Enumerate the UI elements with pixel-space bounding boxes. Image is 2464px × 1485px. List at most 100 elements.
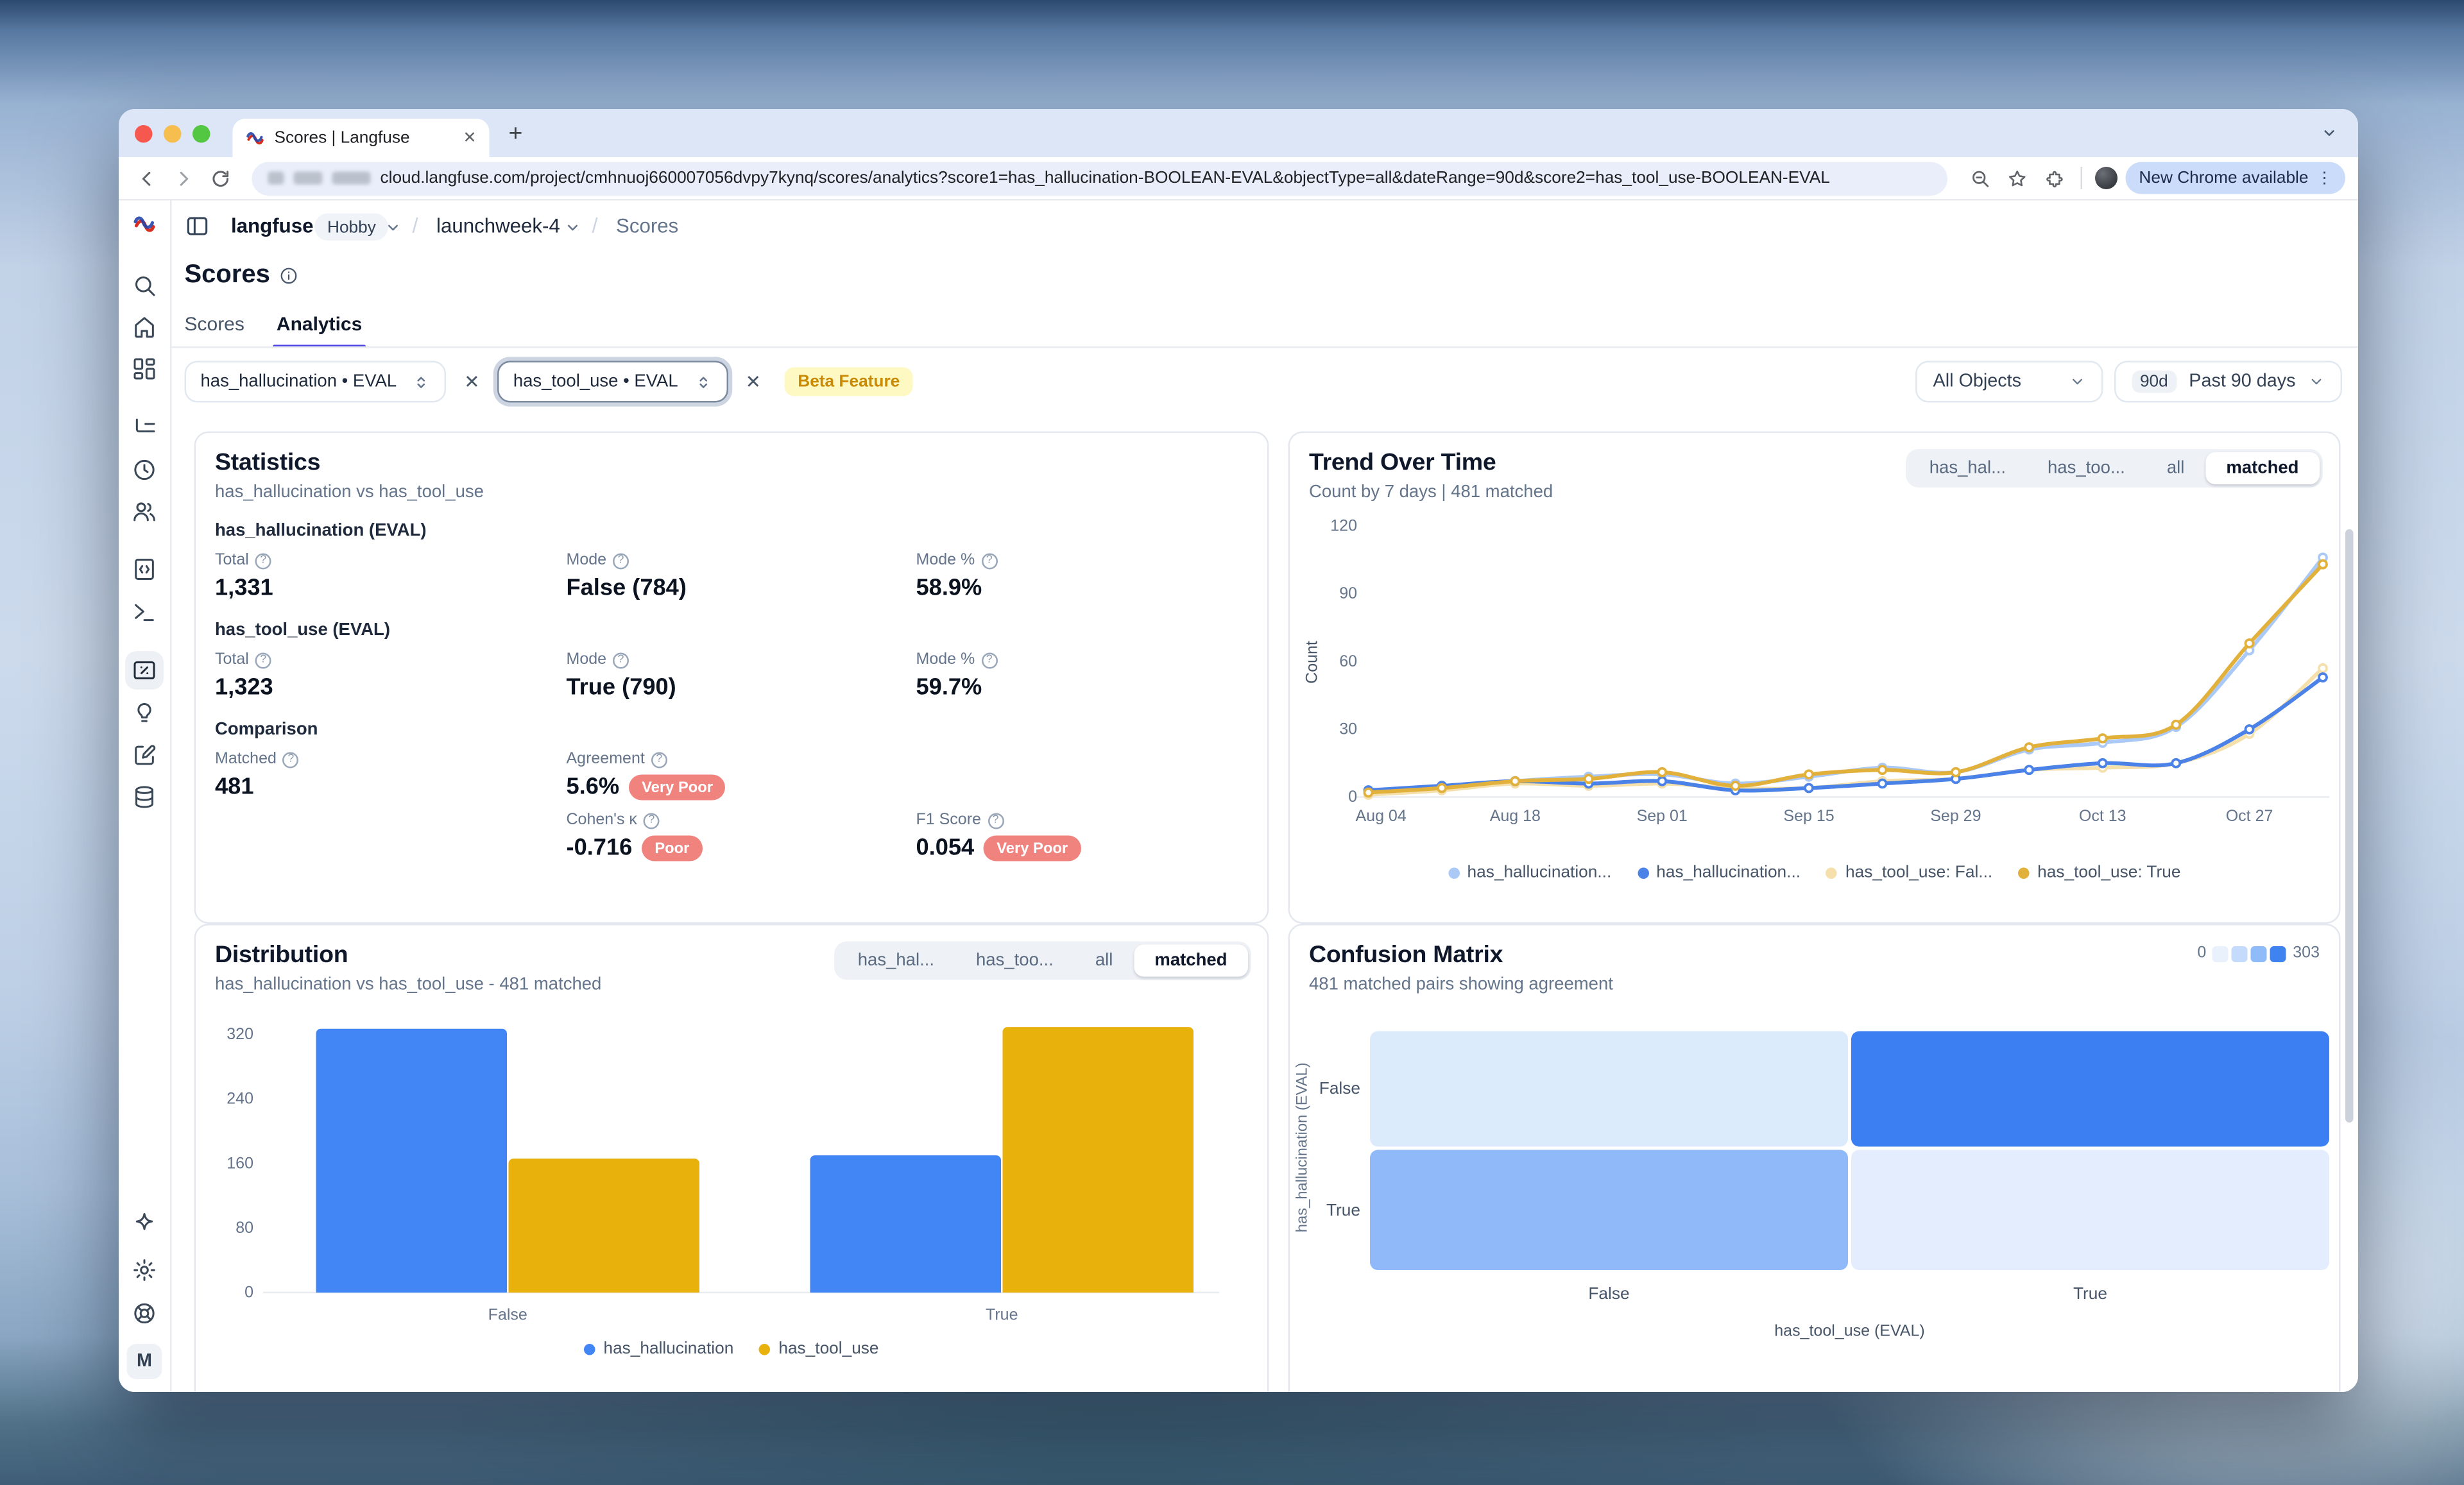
project-name[interactable]: launchweek-4: [436, 215, 560, 237]
help-icon[interactable]: ?: [255, 552, 271, 569]
metric-value-text: 59.7%: [916, 675, 982, 701]
browser-profile-avatar[interactable]: [2095, 167, 2118, 189]
sidebar-item-dashboards[interactable]: [132, 356, 157, 382]
tab-has-hal-[interactable]: has_hal...: [1929, 459, 2006, 478]
dashboards-icon: [133, 358, 155, 380]
browser-tab[interactable]: Scores | Langfuse ✕: [232, 119, 490, 157]
remove-score2-icon[interactable]: ✕: [745, 373, 761, 393]
url-bar[interactable]: cloud.langfuse.com/project/cmhnuoj660007…: [252, 161, 1948, 195]
user-avatar[interactable]: M: [126, 1344, 162, 1379]
tab-analytics[interactable]: Analytics: [273, 313, 366, 348]
legend-item[interactable]: has_tool_use: Fal...: [1826, 863, 1992, 882]
zoom-page-icon[interactable]: [1965, 164, 1994, 192]
legend-item[interactable]: has_hallucination: [584, 1339, 733, 1359]
sidebar-item-home[interactable]: [132, 314, 157, 340]
confusion-cell-true-false[interactable]: [1370, 1150, 1848, 1270]
help-icon[interactable]: ?: [255, 652, 271, 668]
sidebar-toggle-icon[interactable]: [185, 214, 210, 239]
sidebar-item-sessions[interactable]: [132, 457, 157, 483]
trend-line-chart: 0 30 60 90 120 Aug 04 Aug 18 Sep 01 Sep 15 Sep 29…: [1303, 517, 2329, 825]
scale-max: 303: [2293, 944, 2320, 963]
help-icon[interactable]: ?: [282, 751, 299, 768]
tab-title: Scores | Langfuse: [274, 128, 410, 148]
metric-label-text: Mode: [566, 651, 607, 669]
date-range-select[interactable]: 90d Past 90 days: [2114, 361, 2342, 403]
statistics-card: Statistics has_hallucination vs has_tool…: [194, 431, 1269, 924]
org-name[interactable]: langfuse: [231, 215, 314, 237]
tab-all[interactable]: all: [2166, 459, 2185, 478]
tab-matched[interactable]: matched: [2205, 452, 2320, 484]
forward-icon[interactable]: [169, 164, 198, 192]
help-icon[interactable]: ?: [651, 751, 667, 768]
page-scrollbar[interactable]: [2345, 529, 2354, 1123]
svg-text:Sep 29: Sep 29: [1930, 807, 1981, 825]
metric-label: Total?: [215, 651, 567, 669]
info-icon[interactable]: [280, 266, 299, 285]
confusion-cell-true-true[interactable]: [1851, 1150, 2329, 1270]
sidebar-item-upgrade[interactable]: [132, 1211, 157, 1237]
help-icon[interactable]: ?: [987, 812, 1004, 829]
tab-matched[interactable]: matched: [1133, 944, 1248, 977]
help-icon[interactable]: ?: [613, 552, 629, 569]
score2-select[interactable]: has_tool_use • EVAL: [497, 361, 728, 403]
back-icon[interactable]: [132, 164, 160, 192]
help-icon[interactable]: ?: [981, 652, 998, 668]
remove-score1-icon[interactable]: ✕: [464, 373, 480, 393]
langfuse-app: M langfuse Hobby / launchweek-4 / Scores…: [119, 200, 2358, 1392]
sidebar-item-prompts[interactable]: [132, 557, 157, 582]
prompts-icon: [135, 559, 154, 580]
tab-close-icon[interactable]: ✕: [463, 129, 477, 147]
redacted-site-info: [332, 171, 371, 185]
tab-has-too-[interactable]: has_too...: [976, 951, 1054, 971]
sidebar-item-support[interactable]: [132, 1301, 157, 1327]
browser-tab-strip: Scores | Langfuse ✕ +: [119, 109, 2358, 157]
tab-scores[interactable]: Scores: [184, 312, 244, 335]
sidebar-item-playground[interactable]: [132, 600, 157, 625]
sidebar-item-settings[interactable]: [132, 1257, 157, 1283]
legend-item[interactable]: has_tool_use: True: [2018, 863, 2180, 882]
confusion-cell-false-false[interactable]: [1370, 1031, 1848, 1147]
object-type-select[interactable]: All Objects: [1915, 361, 2103, 403]
scale-swatches: [2212, 945, 2287, 962]
help-icon[interactable]: ?: [613, 652, 629, 668]
tab-has-too-[interactable]: has_too...: [2048, 459, 2125, 478]
sidebar-item-tracing[interactable]: [132, 416, 157, 441]
chrome-update-pill[interactable]: New Chrome available ⋮: [2126, 162, 2345, 194]
org-switcher-chevron-icon[interactable]: [385, 220, 401, 236]
legend-item[interactable]: has_tool_use: [759, 1339, 879, 1359]
new-tab-button[interactable]: +: [508, 119, 523, 147]
metric-label: Mode %?: [916, 651, 1249, 669]
close-window-button[interactable]: [135, 124, 153, 142]
fullscreen-window-button[interactable]: [193, 124, 210, 142]
sidebar-item-scores[interactable]: [125, 651, 164, 690]
plan-badge[interactable]: Hobby: [314, 213, 389, 241]
legend-item[interactable]: has_hallucination...: [1637, 863, 1801, 882]
help-icon[interactable]: ?: [643, 812, 660, 829]
metric-value-text: 0.054: [916, 835, 975, 861]
svg-text:90: 90: [1339, 584, 1357, 602]
tab-search-chevron-icon[interactable]: [2316, 121, 2342, 146]
metric-label: Agreement?: [567, 751, 916, 768]
tab-has-hal-[interactable]: has_hal...: [857, 951, 935, 971]
score1-select[interactable]: has_hallucination • EVAL: [184, 361, 447, 403]
sidebar-item-evaluation[interactable]: [132, 699, 157, 725]
tab-all[interactable]: all: [1095, 951, 1113, 971]
scale-swatch: [2251, 945, 2268, 962]
legend-item[interactable]: has_hallucination...: [1448, 863, 1611, 882]
sidebar-item-annotation[interactable]: [132, 743, 157, 768]
sidebar-item-datasets[interactable]: [132, 785, 157, 810]
help-icon[interactable]: ?: [981, 552, 998, 569]
kebab-menu-icon[interactable]: ⋮: [2316, 169, 2332, 187]
sidebar-item-users[interactable]: [132, 499, 157, 525]
extensions-icon[interactable]: [2039, 164, 2068, 192]
sidebar-item-search[interactable]: [132, 273, 157, 298]
project-switcher-chevron-icon[interactable]: [565, 220, 581, 236]
reload-icon[interactable]: [205, 164, 234, 192]
scores-icon: [133, 661, 155, 679]
langfuse-logo-icon[interactable]: [132, 212, 157, 236]
minimize-window-button[interactable]: [164, 124, 182, 142]
svg-text:Aug 04: Aug 04: [1356, 807, 1407, 825]
confusion-color-scale: 0 303: [2197, 945, 2320, 963]
bookmark-star-icon[interactable]: [2003, 164, 2032, 192]
confusion-cell-false-true[interactable]: [1851, 1031, 2329, 1147]
